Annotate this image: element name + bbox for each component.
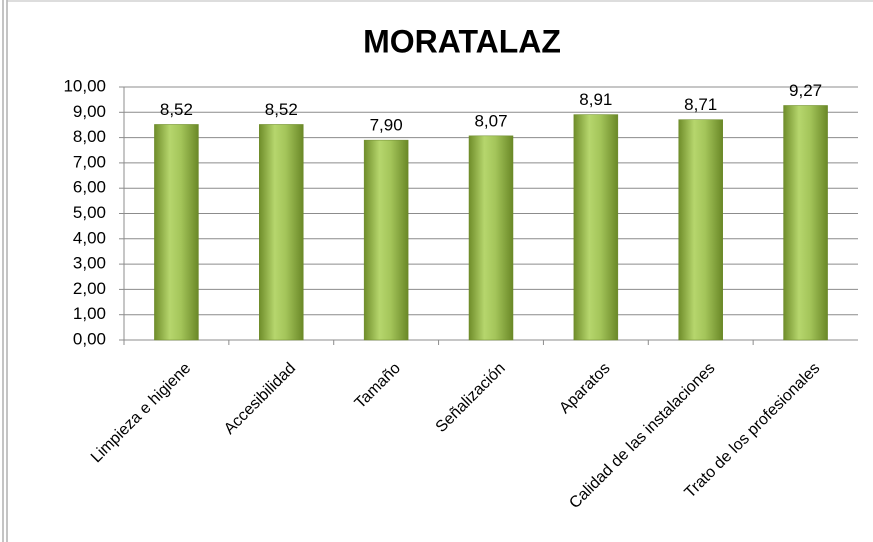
value-label: 8,07	[474, 111, 507, 130]
value-label: 7,90	[370, 116, 403, 135]
y-tick-label: 4,00	[73, 228, 106, 247]
bar	[154, 124, 199, 341]
bar	[363, 139, 409, 341]
bar	[573, 114, 619, 341]
bar	[468, 135, 514, 341]
bar	[783, 105, 828, 341]
y-tick-label: 10,00	[63, 76, 106, 95]
chart-title: MORATALAZ	[363, 23, 561, 59]
y-tick-label: 3,00	[73, 254, 106, 273]
value-label: 8,52	[160, 100, 193, 119]
y-tick-label: 7,00	[73, 152, 106, 171]
y-tick-label: 9,00	[73, 102, 106, 121]
x-tick-label: Aparatos	[556, 360, 613, 417]
value-label: 9,27	[789, 81, 822, 100]
x-tick-label: Tamaño	[352, 360, 404, 412]
y-tick-label: 5,00	[73, 203, 106, 222]
x-tick-label: Limpieza e higiene	[88, 360, 194, 466]
y-tick-label: 0,00	[73, 329, 106, 348]
y-tick-label: 1,00	[73, 304, 106, 323]
x-tick-label: Señalización	[433, 360, 509, 436]
x-tick-label: Accesibilidad	[221, 360, 299, 438]
value-label: 8,52	[265, 100, 298, 119]
value-label: 8,71	[684, 95, 717, 114]
y-tick-label: 6,00	[73, 178, 106, 197]
bar	[678, 119, 723, 341]
value-label: 8,91	[579, 90, 612, 109]
y-tick-label: 2,00	[73, 279, 106, 298]
bar	[259, 124, 304, 341]
y-tick-label: 8,00	[73, 127, 106, 146]
